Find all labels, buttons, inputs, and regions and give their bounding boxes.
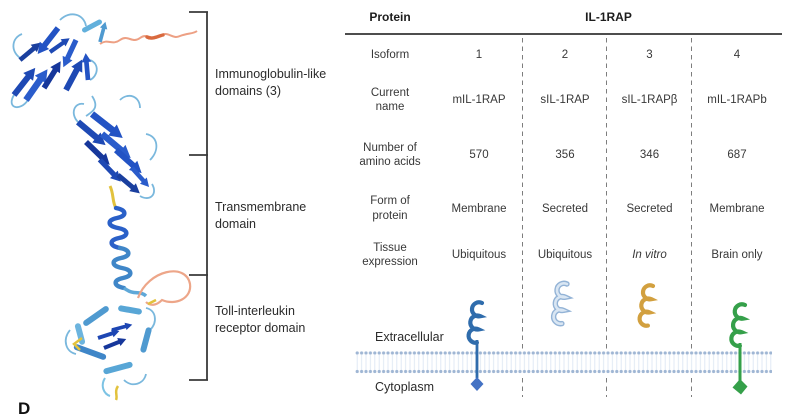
table-cell: Ubiquitous <box>451 249 507 261</box>
ig-domain-cluster-middle <box>72 94 158 199</box>
table-header-row: Protein IL-1RAP <box>345 0 782 35</box>
row-label-isoform: Isoform <box>370 48 410 61</box>
table-cell: 356 <box>555 149 575 161</box>
ig-domain-cluster-top <box>9 13 110 117</box>
isoform-glyphs <box>466 280 751 395</box>
table-header-protein: Protein <box>369 9 411 24</box>
isoform-table: Protein IL-1RAP Isoform 1 2 3 4 Current … <box>345 0 782 278</box>
membrane-receptor-blue-icon <box>466 300 488 391</box>
table-cell: 1 <box>475 49 483 61</box>
table-cell: 346 <box>639 149 660 161</box>
transmembrane-helix <box>107 185 148 298</box>
row-label-form-of-protein: Form of protein <box>370 195 410 222</box>
tir-domain <box>64 270 192 401</box>
table-cell: Secreted <box>541 202 589 215</box>
table-cell: Ubiquitous <box>537 249 593 261</box>
label-ig-domains: Immunoglobulin-like domains (3) <box>215 67 327 98</box>
table-cell: 4 <box>733 49 741 61</box>
disordered-tail-orange <box>99 30 198 45</box>
domain-bracket <box>189 11 208 381</box>
table-cell: mIL-1RAPb <box>707 94 767 106</box>
table-cell: mIL-1RAP <box>452 94 506 106</box>
label-tir-domain: Toll-interleukin receptor domain <box>215 304 306 335</box>
table-cell: 2 <box>561 49 569 61</box>
panel-label: D <box>18 399 31 418</box>
column-separator <box>606 38 607 397</box>
row-label-tissue-expression: Tissue expression <box>362 241 418 268</box>
table-cell: 687 <box>727 149 747 161</box>
table-header-protein-name: IL-1RAP <box>585 9 632 24</box>
table-cell: sIL-1RAPβ <box>621 94 678 106</box>
table-cell: In vitro <box>632 249 667 261</box>
column-separator <box>691 38 692 397</box>
secreted-receptor-orange-icon <box>637 283 659 328</box>
protein-structure-3d <box>9 11 208 401</box>
table-cell: 570 <box>469 149 489 161</box>
table-cell: Secreted <box>626 202 673 215</box>
table-cell: Membrane <box>709 202 765 215</box>
table-cell: Membrane <box>451 202 507 215</box>
row-label-amino-acids: Number of amino acids <box>359 141 421 168</box>
table-cell: 3 <box>646 49 653 61</box>
table-cell: Brain only <box>711 249 763 261</box>
row-label-current-name: Current name <box>370 86 410 113</box>
lipid-bilayer <box>355 349 772 376</box>
column-separator <box>522 38 523 397</box>
cytoplasm-label: Cytoplasm <box>375 380 435 394</box>
extracellular-label: Extracellular <box>375 330 444 344</box>
membrane-receptor-green-icon <box>729 302 751 395</box>
secreted-receptor-lightblue-icon <box>550 280 574 327</box>
table-cell: sIL-1RAP <box>540 94 590 106</box>
label-tm-domain: Transmembrane domain <box>215 200 307 231</box>
